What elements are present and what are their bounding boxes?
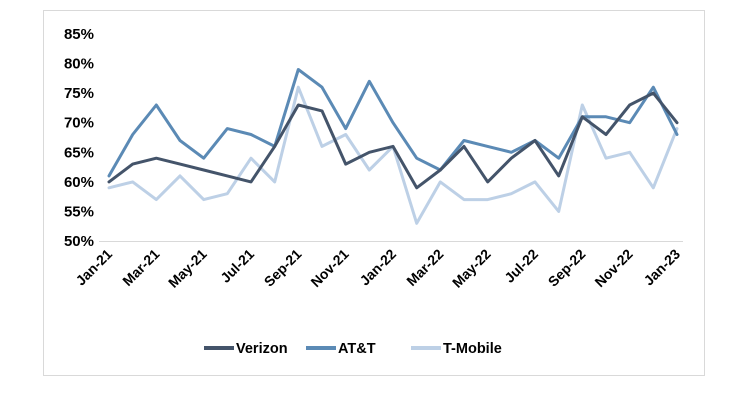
series-line-verizon xyxy=(107,91,679,190)
y-tick-label: 55% xyxy=(64,203,94,220)
x-tick-label: Sep-22 xyxy=(545,246,589,290)
line-chart: 50%55%60%65%70%75%80%85% Jan-21 Mar-21 May… xyxy=(64,26,683,357)
chart-frame: 50% 55% 60% 65% 70% 75% 80% 85% Jan-21 Mar-21 May… xyxy=(43,10,705,376)
x-tick-label: May-21 xyxy=(165,246,210,291)
x-tick-label: Jan-23 xyxy=(640,246,683,289)
x-tick-label: Sep-21 xyxy=(261,246,305,290)
x-tick-label: Nov-22 xyxy=(591,246,635,290)
legend-label: T-Mobile xyxy=(443,341,502,357)
x-tick-label: Mar-22 xyxy=(403,246,446,289)
x-tick-label: Mar-21 xyxy=(119,246,162,289)
y-tick-label: 75% xyxy=(64,85,94,102)
legend-label: AT&T xyxy=(338,341,376,357)
y-tick-label: 80% xyxy=(64,56,94,73)
legend-label: Verizon xyxy=(236,341,288,357)
y-tick-label: 60% xyxy=(64,174,94,191)
y-tick-label: 70% xyxy=(64,115,94,132)
x-tick-label: May-22 xyxy=(449,246,494,291)
x-tick-label: Nov-21 xyxy=(307,246,351,290)
y-tick-label: 85% xyxy=(64,26,94,43)
y-tick-label: 65% xyxy=(64,144,94,161)
x-tick-label: Jan-22 xyxy=(356,246,399,289)
y-tick-label: 50% xyxy=(64,233,94,250)
x-tick-label: Jul-21 xyxy=(217,246,257,286)
series-line-t-mobile xyxy=(107,85,679,225)
x-tick-label: Jul-22 xyxy=(501,246,541,286)
x-tick-label: Jan-21 xyxy=(72,246,115,289)
